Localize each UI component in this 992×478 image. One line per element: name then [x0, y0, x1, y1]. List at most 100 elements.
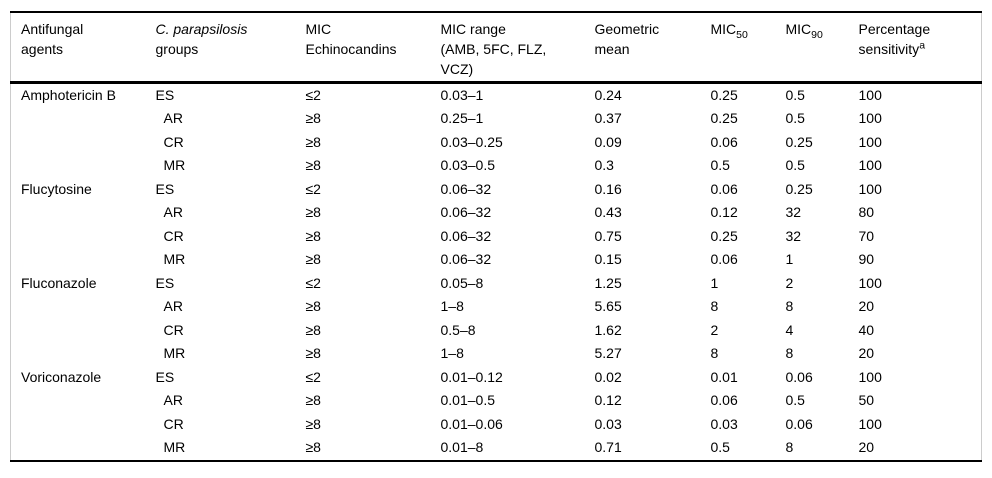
cell-mic-echinocandins: ≥8 [305, 204, 321, 220]
col-header-mic-echinocandins-label: MIC Echinocandins [305, 21, 397, 57]
cell-geometric-mean: 1.62 [594, 321, 622, 338]
cell-mic90: 0.06 [785, 368, 813, 385]
cell-group: AR [163, 392, 183, 408]
cell-mic50: 0.5 [710, 439, 730, 455]
cell-mic-echinocandins: ≥8 [305, 251, 321, 267]
cell-mic90: 0.5 [785, 86, 805, 103]
cell-mic-echinocandins: ≥8 [305, 227, 321, 244]
cell-mic50: 0.25 [710, 110, 738, 126]
cell-group: CR [163, 321, 184, 338]
cell-mic90: 0.5 [785, 110, 805, 126]
cell-mic-echinocandins: ≤2 [305, 86, 321, 103]
cell-group: ES [155, 274, 175, 291]
cell-mic-echinocandins: ≥8 [305, 321, 321, 338]
c-parapsilosis-label: C. parapsilosis [155, 21, 248, 37]
table-row: MR ≥8 0.03–0.5 0.3 0.5 0.5 100 [11, 154, 982, 178]
table-row: Amphotericin B ES ≤2 0.03–1 0.24 0.25 0.… [11, 82, 982, 107]
cell-geometric-mean: 0.02 [594, 368, 622, 385]
table-row: MR ≥8 0.06–32 0.15 0.06 1 90 [11, 248, 982, 272]
cell-mic-echinocandins: ≥8 [305, 298, 321, 314]
cell-mic50: 8 [710, 345, 719, 361]
cell-group: MR [163, 439, 186, 455]
table-row: AR ≥8 0.06–32 0.43 0.12 32 80 [11, 201, 982, 225]
cell-percentage-sensitivity: 100 [858, 415, 882, 432]
cell-mic-echinocandins: ≥8 [305, 439, 321, 455]
table-row: Flucytosine ES ≤2 0.06–32 0.16 0.06 0.25… [11, 178, 982, 202]
cell-geometric-mean: 1.25 [594, 274, 622, 291]
cell-mic90: 4 [785, 321, 794, 338]
cell-group: CR [163, 415, 184, 432]
cell-mic90: 0.5 [785, 392, 805, 408]
cell-percentage-sensitivity: 100 [858, 133, 882, 150]
footnote-marker-a: a [919, 39, 926, 52]
col-header-mic-echinocandins: MIC Echinocandins [303, 12, 439, 84]
col-header-mic90: MIC90 [783, 12, 857, 84]
cell-mic50: 0.5 [710, 157, 730, 173]
cell-group: MR [163, 157, 186, 173]
cell-agent: Amphotericin B [21, 86, 116, 103]
table-row: AR ≥8 1–8 5.65 8 8 20 [11, 295, 982, 319]
cell-mic90: 32 [785, 204, 802, 220]
col-header-geometric-mean-label: Geometric mean [594, 21, 660, 57]
mic50-subscript: 50 [736, 28, 748, 41]
cell-geometric-mean: 0.09 [594, 133, 622, 150]
cell-mic50: 0.06 [710, 251, 738, 267]
cell-agent: Fluconazole [21, 274, 97, 291]
cell-mic50: 0.03 [710, 415, 738, 432]
cell-mic-range: 0.06–32 [440, 204, 492, 220]
cell-mic-echinocandins: ≥8 [305, 133, 321, 150]
cell-group: ES [155, 86, 175, 103]
cell-percentage-sensitivity: 100 [858, 110, 882, 126]
percentage-label: Percentage [858, 21, 931, 37]
cell-mic-echinocandins: ≥8 [305, 415, 321, 432]
table-row: CR ≥8 0.5–8 1.62 2 4 40 [11, 319, 982, 343]
cell-mic-echinocandins: ≥8 [305, 110, 321, 126]
col-header-c-parapsilosis-groups: C. parapsilosis groups [153, 12, 304, 84]
cell-percentage-sensitivity: 100 [858, 274, 882, 291]
cell-geometric-mean: 0.16 [594, 180, 622, 197]
cell-mic-range: 0.03–0.25 [440, 133, 503, 150]
cell-mic-range: 0.01–0.06 [440, 415, 503, 432]
mic90-subscript: 90 [811, 28, 823, 41]
cell-mic-range: 0.01–0.5 [440, 392, 496, 408]
cell-mic50: 0.25 [710, 86, 738, 103]
antifungal-mic-table-frame: Antifungal agents C. parapsilosis groups… [10, 11, 982, 462]
cell-geometric-mean: 5.65 [594, 298, 622, 314]
cell-mic50: 0.06 [710, 133, 738, 150]
cell-geometric-mean: 0.15 [594, 251, 622, 267]
cell-percentage-sensitivity: 100 [858, 180, 882, 197]
cell-mic-echinocandins: ≤2 [305, 368, 321, 385]
table-row: Voriconazole ES ≤2 0.01–0.12 0.02 0.01 0… [11, 366, 982, 390]
cell-mic90: 8 [785, 298, 794, 314]
cell-geometric-mean: 0.75 [594, 227, 622, 244]
cell-mic90: 0.25 [785, 133, 813, 150]
col-header-percentage-sensitivity: Percentage sensitivitya [856, 12, 982, 84]
cell-mic90: 2 [785, 274, 794, 291]
cell-mic-range: 0.01–0.12 [440, 368, 503, 385]
cell-geometric-mean: 0.24 [594, 86, 622, 103]
cell-group: ES [155, 368, 175, 385]
cell-mic90: 0.06 [785, 415, 813, 432]
cell-mic90: 0.25 [785, 180, 813, 197]
cell-mic-range: 0.03–1 [440, 86, 484, 103]
cell-mic50: 0.12 [710, 204, 738, 220]
cell-mic-echinocandins: ≥8 [305, 345, 321, 361]
table-row: MR ≥8 0.01–8 0.71 0.5 8 20 [11, 436, 982, 461]
cell-mic-range: 1–8 [440, 345, 464, 361]
cell-mic90: 8 [785, 345, 794, 361]
cell-mic-range: 0.05–8 [440, 274, 484, 291]
cell-mic50: 2 [710, 321, 719, 338]
cell-percentage-sensitivity: 20 [858, 345, 875, 361]
sensitivity-label-line: sensitivitya [859, 39, 980, 59]
cell-group: AR [163, 298, 183, 314]
cell-percentage-sensitivity: 50 [858, 392, 875, 408]
cell-mic50: 0.06 [710, 180, 738, 197]
table-row: AR ≥8 0.25–1 0.37 0.25 0.5 100 [11, 107, 982, 131]
table-row: CR ≥8 0.06–32 0.75 0.25 32 70 [11, 225, 982, 249]
cell-percentage-sensitivity: 20 [858, 439, 875, 455]
cell-geometric-mean: 0.12 [594, 392, 622, 408]
cell-group: AR [163, 204, 183, 220]
cell-percentage-sensitivity: 20 [858, 298, 875, 314]
cell-group: MR [163, 345, 186, 361]
cell-percentage-sensitivity: 100 [858, 157, 882, 173]
